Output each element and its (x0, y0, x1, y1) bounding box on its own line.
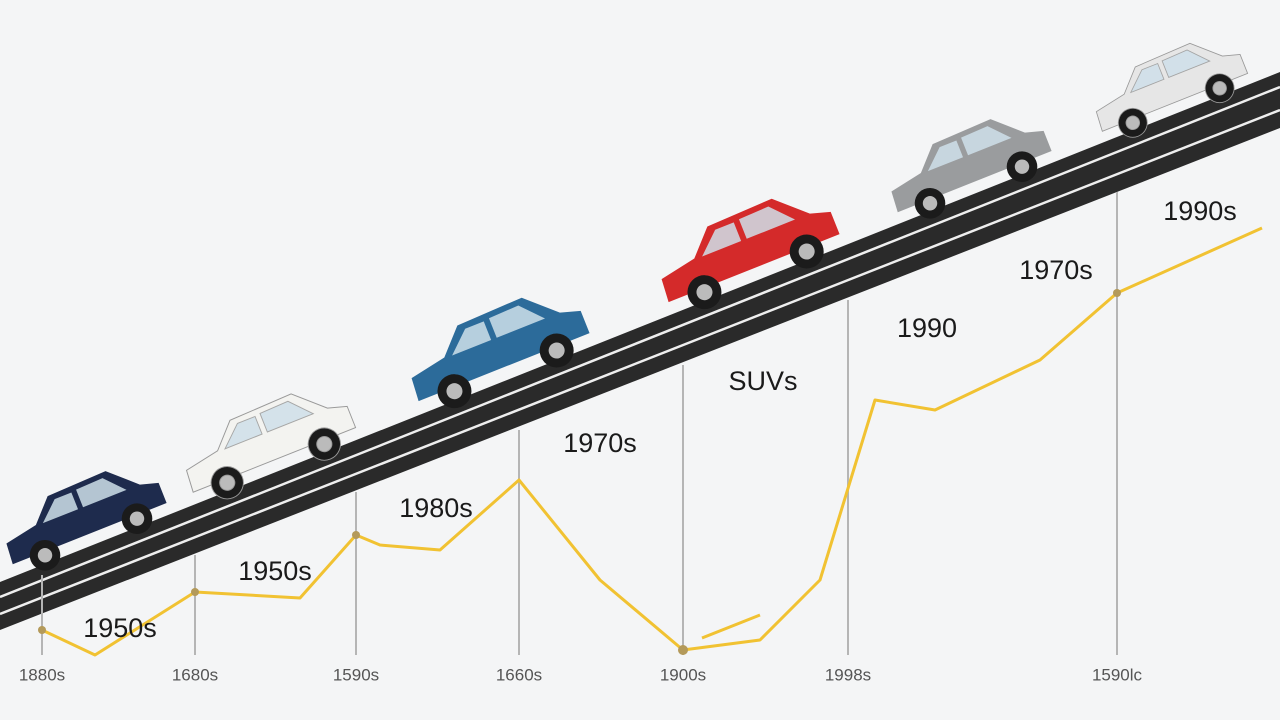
road (0, 72, 1280, 630)
dot (38, 626, 46, 634)
labels: 1950s 1950s 1980s 1970s SUVs 1990 1970s … (83, 196, 1237, 643)
dot (352, 531, 360, 539)
road-stripe (0, 108, 1280, 616)
dot (191, 588, 199, 596)
era-label: 1990s (1163, 196, 1237, 226)
era-label: 1980s (399, 493, 473, 523)
era-label: 1950s (83, 613, 157, 643)
era-label: 1970s (563, 428, 637, 458)
era-label: 1950s (238, 556, 312, 586)
axis-labels: 1880s 1680s 1590s 1660s 1900s 1998s 1590… (19, 665, 1143, 684)
axis-label: 1660s (496, 665, 542, 684)
guide-lines (41, 192, 1118, 655)
road-stripe (0, 85, 1280, 599)
era-label: 1970s (1019, 255, 1093, 285)
trend-dots (38, 289, 1121, 655)
axis-label: 1590s (333, 665, 379, 684)
axis-label: 1900s (660, 665, 706, 684)
axis-label: 1680s (172, 665, 218, 684)
trend-stroke (701, 613, 761, 640)
axis-label: 1590lc (1092, 665, 1143, 684)
axis-label: 1880s (19, 665, 65, 684)
road-surface (0, 72, 1280, 630)
era-label: SUVs (728, 366, 797, 396)
dot (678, 645, 688, 655)
trend-line (41, 226, 1263, 657)
axis-label: 1998s (825, 665, 871, 684)
dot (1113, 289, 1121, 297)
era-label: 1990 (897, 313, 957, 343)
